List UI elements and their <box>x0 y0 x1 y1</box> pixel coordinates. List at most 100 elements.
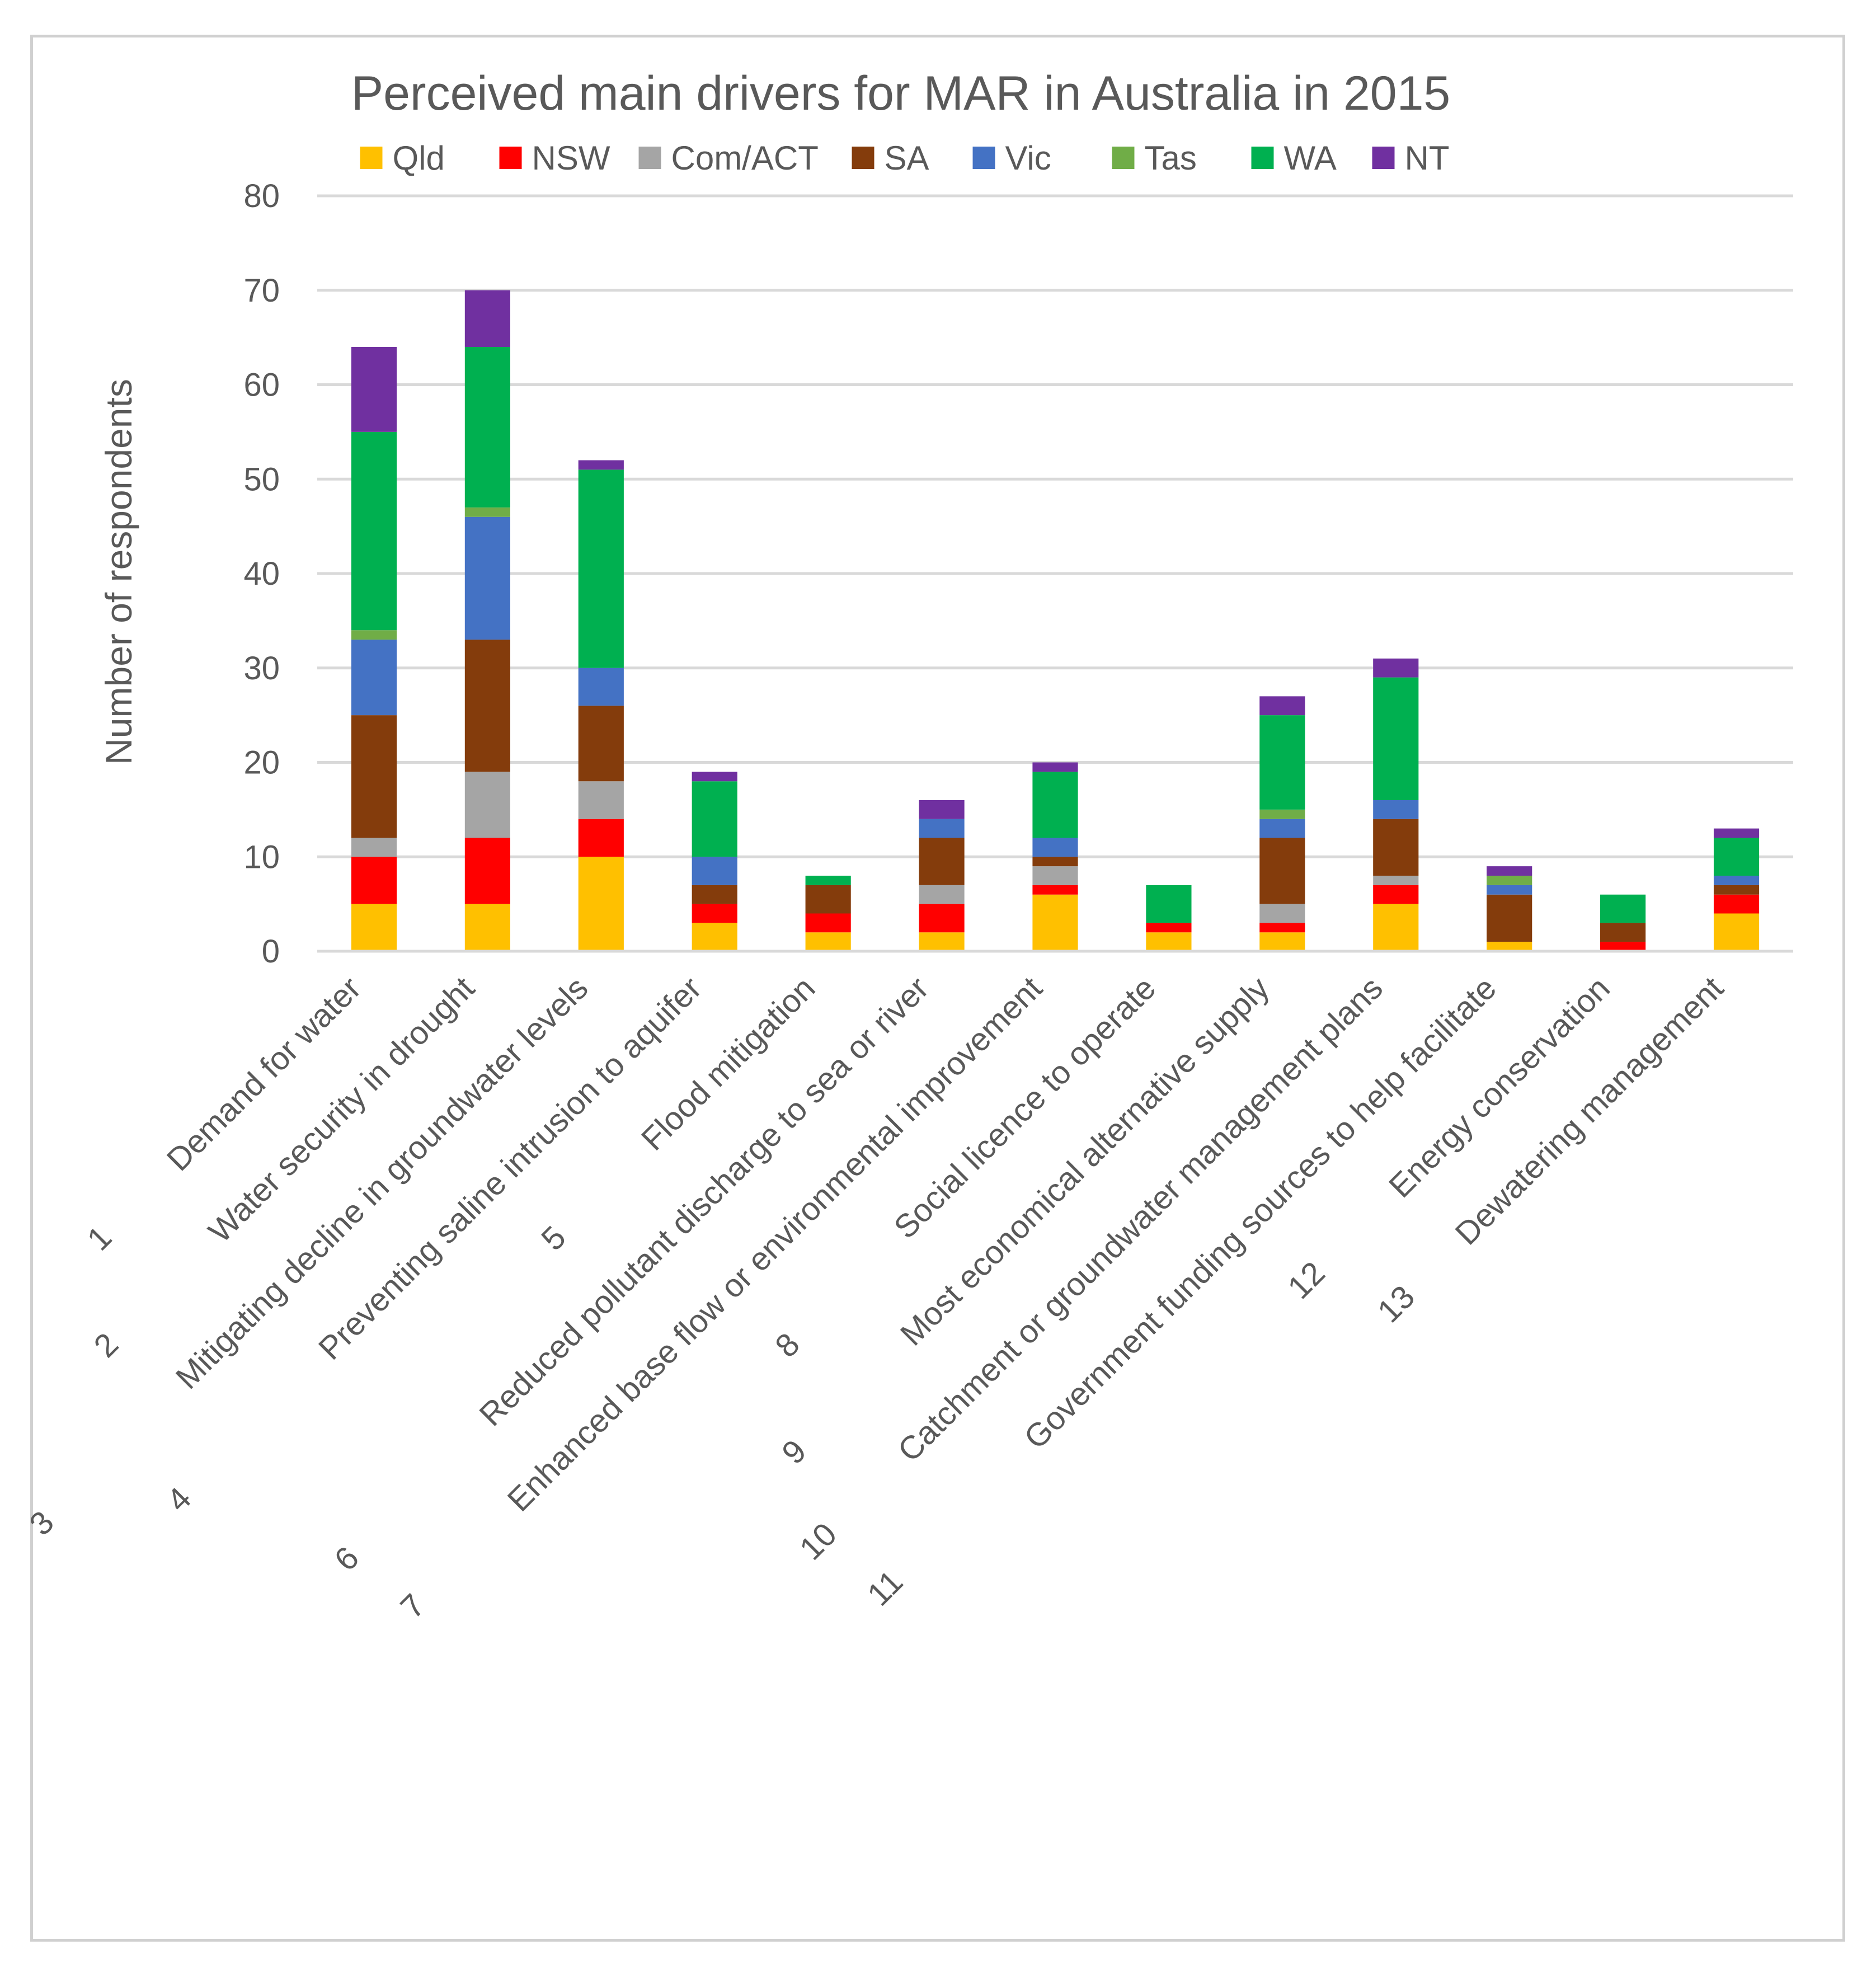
bar-segment-wa <box>805 876 851 885</box>
bar-segment-wa <box>1373 677 1419 800</box>
bar-segment-qld <box>1373 904 1419 951</box>
bar-segment-com-act <box>919 885 965 904</box>
legend-item-vic: Vic <box>972 139 1051 177</box>
bar-segment-com-act <box>1032 866 1078 885</box>
legend-label: Com/ACT <box>671 139 819 177</box>
bar-segment-nt <box>919 800 965 819</box>
bar-segment-tas <box>1259 809 1305 819</box>
bar-segment-vic <box>1373 800 1419 819</box>
bar-segment-tas <box>1487 876 1532 885</box>
x-category-label: Demand for water <box>160 970 368 1178</box>
x-category-number: 10 <box>793 1516 844 1567</box>
legend: Qld NSW Com/ACT SA Vic Tas WA NT <box>360 139 1449 177</box>
legend-swatch <box>1112 147 1135 169</box>
bar-segment-sa <box>692 885 737 904</box>
bar-segment-qld <box>1487 942 1532 951</box>
bar-segment-qld <box>1032 894 1078 951</box>
chart-title: Perceived main drivers for MAR in Austra… <box>351 67 1451 120</box>
bar-segment-nsw <box>1600 942 1646 951</box>
y-tick-label: 50 <box>243 461 280 497</box>
y-tick-label: 20 <box>243 745 280 781</box>
bar-segment-vic <box>1259 819 1305 838</box>
legend-item-wa: WA <box>1251 139 1337 177</box>
legend-item-com-act: Com/ACT <box>638 139 819 177</box>
bar-segment-wa <box>1146 885 1192 923</box>
bar-segment-nsw <box>1373 885 1419 904</box>
bar-segment-nt <box>1259 696 1305 716</box>
legend-swatch <box>972 147 995 169</box>
bar-segment-com-act <box>351 838 397 857</box>
gridlines <box>317 194 1793 858</box>
bar-segment-vic <box>578 668 624 706</box>
legend-item-sa: SA <box>852 139 929 177</box>
bar-segment-nt <box>464 290 510 347</box>
y-axis-label: Number of respondents <box>98 379 139 765</box>
legend-label: NSW <box>532 139 610 177</box>
bar-segment-nsw <box>1146 923 1192 933</box>
x-category-number: 6 <box>327 1539 366 1578</box>
bar-segment-qld <box>578 857 624 951</box>
legend-swatch <box>360 147 383 169</box>
legend-swatch <box>1251 147 1274 169</box>
y-tick-label: 80 <box>243 178 280 214</box>
bar-segment-wa <box>1259 715 1305 810</box>
bar-segment-sa <box>578 706 624 782</box>
bar-segment-nsw <box>692 904 737 923</box>
y-tick-label: 10 <box>243 839 280 875</box>
bar-segment-nsw <box>578 819 624 857</box>
y-tick-label: 30 <box>243 650 280 687</box>
bar-segment-qld <box>1713 913 1760 951</box>
legend-label: Vic <box>1005 139 1051 177</box>
bar-segment-vic <box>1032 838 1078 857</box>
x-category-label: Enhanced base flow or environmental impr… <box>501 970 1050 1519</box>
bar-segment-sa <box>1259 838 1305 904</box>
bar-segment-tas <box>464 507 510 517</box>
bar-segment-nsw <box>1032 885 1078 895</box>
x-category-number: 1 <box>80 1219 119 1258</box>
bar-segment-sa <box>805 885 851 914</box>
legend-item-nt: NT <box>1372 139 1449 177</box>
y-tick-label: 0 <box>262 933 280 970</box>
bar-segment-nsw <box>1713 894 1760 914</box>
x-category-number: 3 <box>22 1504 61 1543</box>
x-category-number: 13 <box>1371 1279 1422 1330</box>
bar-segment-vic <box>1487 885 1532 895</box>
bar-segment-nsw <box>805 913 851 933</box>
bar-segment-nsw <box>1259 923 1305 933</box>
bar-segment-qld <box>1259 932 1305 951</box>
legend-label: SA <box>885 139 929 177</box>
legend-label: WA <box>1284 139 1337 177</box>
bar-segment-sa <box>1713 885 1760 895</box>
x-category-number: 12 <box>1281 1255 1332 1306</box>
x-category-number: 7 <box>393 1587 432 1625</box>
bar-segment-wa <box>578 469 624 668</box>
bar-segment-sa <box>351 715 397 838</box>
bar-segment-com-act <box>578 781 624 819</box>
bar-segment-nt <box>1032 762 1078 772</box>
bar-segment-nsw <box>464 838 510 904</box>
bar-segment-nsw <box>919 904 965 933</box>
bar-segment-qld <box>805 932 851 951</box>
bar-segment-nt <box>1713 828 1760 838</box>
bar-segment-com-act <box>1259 904 1305 923</box>
bar-segment-vic <box>464 516 510 640</box>
y-axis-ticks: 0 10 20 30 40 50 60 70 80 <box>243 178 280 970</box>
bar-segment-qld <box>692 923 737 951</box>
bar-segment-wa <box>692 781 737 857</box>
bar-segment-sa <box>464 640 510 772</box>
x-category-label: Mitigating decline in groundwater levels <box>169 970 595 1396</box>
bar-segment-nt <box>1373 658 1419 678</box>
y-tick-label: 60 <box>243 367 280 403</box>
bar-segment-nt <box>1487 866 1532 876</box>
legend-item-qld: Qld <box>360 139 445 177</box>
legend-label: Qld <box>393 139 445 177</box>
x-category-number: 11 <box>861 1563 910 1613</box>
bar-segment-tas <box>351 630 397 640</box>
bars <box>351 290 1760 951</box>
bar-segment-wa <box>1032 772 1078 838</box>
x-category-number: 4 <box>159 1480 198 1519</box>
x-category-number: 5 <box>534 1219 573 1258</box>
x-category-number: 8 <box>768 1326 807 1365</box>
bar-segment-sa <box>1600 923 1646 942</box>
